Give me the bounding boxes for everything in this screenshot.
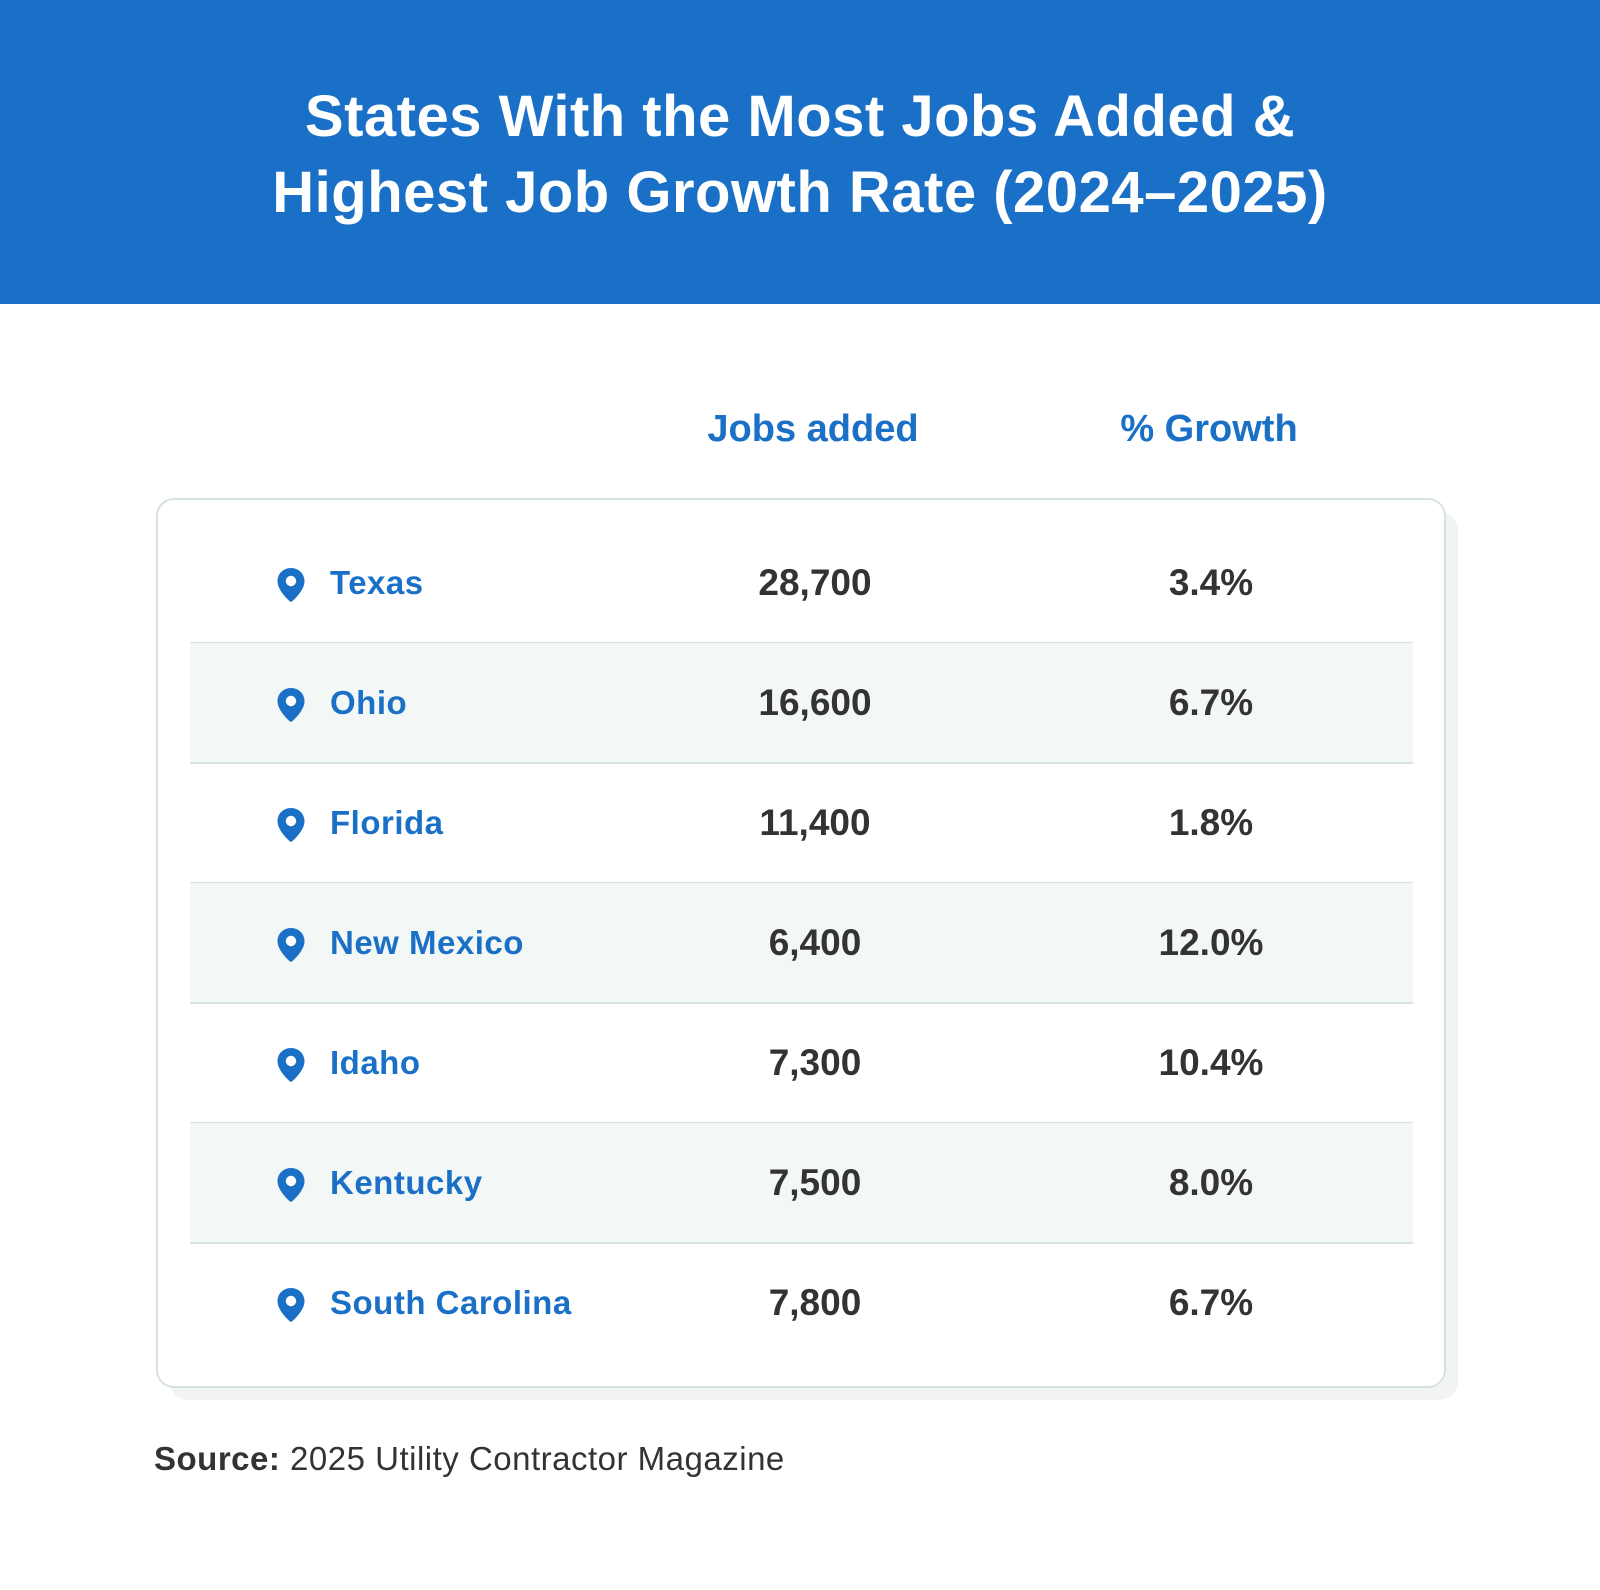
table-row: Kentucky 7,500 8.0%	[190, 1123, 1413, 1243]
pin-svg	[277, 1048, 305, 1082]
pin-icon	[276, 567, 306, 608]
table-row: Idaho 7,300 10.4%	[190, 1003, 1413, 1123]
table-row: Florida 11,400 1.8%	[190, 763, 1413, 883]
source-label: Source:	[154, 1440, 281, 1477]
jobs-added: 7,800	[768, 1282, 862, 1323]
row-separator	[190, 1242, 1413, 1244]
table-card: Texas 28,700 3.4% Ohio 16,600 6.7% Florida 11,4…	[156, 498, 1446, 1388]
state-name: Texas	[330, 564, 424, 601]
state-name: Ohio	[330, 684, 408, 721]
state-name: New Mexico	[330, 924, 524, 961]
growth: 6.7%	[1168, 682, 1254, 723]
pin-svg	[277, 1288, 305, 1322]
pin-icon	[276, 687, 306, 728]
growth: 12.0%	[1158, 922, 1264, 963]
table-row: Texas 28,700 3.4%	[190, 523, 1413, 643]
pin-svg	[277, 928, 305, 962]
pin-icon	[276, 927, 306, 968]
state-name: Idaho	[330, 1044, 421, 1081]
growth: 8.0%	[1168, 1162, 1254, 1203]
pin-svg	[277, 808, 305, 842]
state-name: Kentucky	[330, 1164, 483, 1201]
header: States With the Most Jobs Added & Highes…	[0, 0, 1600, 304]
table-row: New Mexico 6,400 12.0%	[190, 883, 1413, 1003]
jobs-added: 6,400	[768, 922, 862, 963]
state-name: South Carolina	[330, 1284, 572, 1321]
source-text: 2025 Utility Contractor Magazine	[290, 1440, 785, 1477]
growth: 1.8%	[1168, 802, 1254, 843]
column-header: % Growth	[1120, 408, 1298, 450]
state-name: Florida	[330, 804, 444, 841]
pin-icon	[276, 1287, 306, 1328]
table-row: South Carolina 7,800 6.7%	[190, 1243, 1413, 1363]
pin-icon	[276, 807, 306, 848]
row-separator	[190, 1002, 1413, 1004]
jobs-added: 7,500	[768, 1162, 862, 1203]
pin-icon	[276, 1047, 306, 1088]
pin-svg	[277, 688, 305, 722]
pin-svg	[277, 568, 305, 602]
jobs-added: 7,300	[768, 1042, 862, 1083]
pin-svg	[277, 1168, 305, 1202]
jobs-added: 11,400	[759, 802, 871, 843]
title: Highest Job Growth Rate (2024–2025)	[272, 160, 1328, 225]
growth: 3.4%	[1168, 562, 1254, 603]
column-header: Jobs added	[707, 408, 919, 450]
source: Source: 2025 Utility Contractor Magazine	[154, 1438, 785, 1480]
growth: 10.4%	[1158, 1042, 1264, 1083]
title: States With the Most Jobs Added &	[304, 84, 1296, 149]
jobs-added: 16,600	[758, 682, 872, 723]
jobs-added: 28,700	[758, 562, 872, 603]
pin-icon	[276, 1167, 306, 1208]
growth: 6.7%	[1168, 1282, 1254, 1323]
table-row: Ohio 16,600 6.7%	[190, 643, 1413, 763]
row-separator	[190, 762, 1413, 764]
